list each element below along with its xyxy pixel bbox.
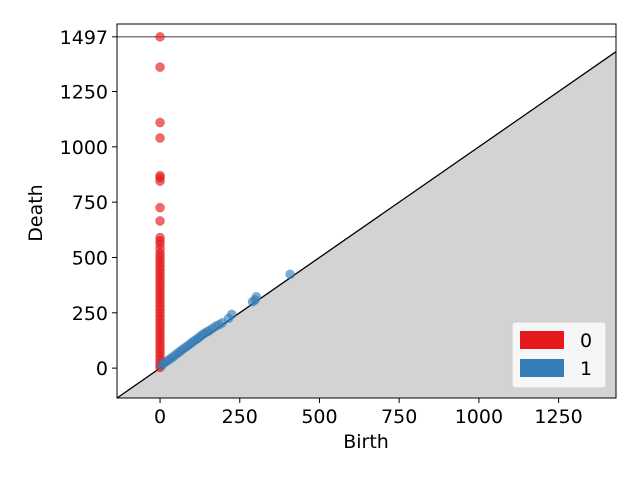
x-axis-label: Birth — [343, 431, 389, 453]
y-tick-label: 500 — [72, 247, 108, 269]
data-point — [155, 133, 165, 143]
data-point — [155, 117, 165, 128]
x-tick-label: 0 — [154, 406, 166, 428]
data-point — [251, 292, 262, 302]
plot-area — [117, 31, 616, 398]
data-point — [155, 216, 165, 226]
y-tick-label: 250 — [72, 303, 108, 325]
series-1 — [156, 269, 295, 371]
y-axis-label: Death — [25, 184, 47, 241]
series-0 — [155, 31, 165, 373]
y-tick-label: 750 — [72, 192, 108, 214]
x-tick-label: 750 — [381, 406, 417, 428]
data-point — [155, 62, 165, 73]
y-tick-label: 0 — [96, 358, 108, 380]
data-point — [155, 202, 165, 213]
y-tick-label: 1497 — [60, 27, 108, 49]
data-point — [285, 269, 295, 280]
x-tick-label: 1250 — [534, 406, 582, 428]
x-tick-label: 1000 — [455, 406, 503, 428]
legend-swatch-0 — [520, 331, 564, 349]
legend-label-1: 1 — [580, 358, 592, 380]
x-tick-label: 500 — [301, 406, 337, 428]
legend: 01 — [511, 321, 607, 389]
axes: 0 250 500 750 1000 1250 0 250 500 750 1000 1250 1497 — [60, 23, 617, 428]
data-point — [226, 309, 237, 320]
plot-frame — [116, 23, 617, 399]
data-point — [155, 176, 165, 186]
y-tick-label: 1250 — [60, 81, 108, 103]
y-tick-label: 1000 — [60, 137, 108, 159]
legend-swatch-1 — [520, 359, 564, 377]
x-tick-label: 250 — [222, 406, 258, 428]
data-point — [155, 31, 165, 42]
plot-inner — [117, 31, 616, 398]
legend-label-0: 0 — [580, 330, 592, 352]
